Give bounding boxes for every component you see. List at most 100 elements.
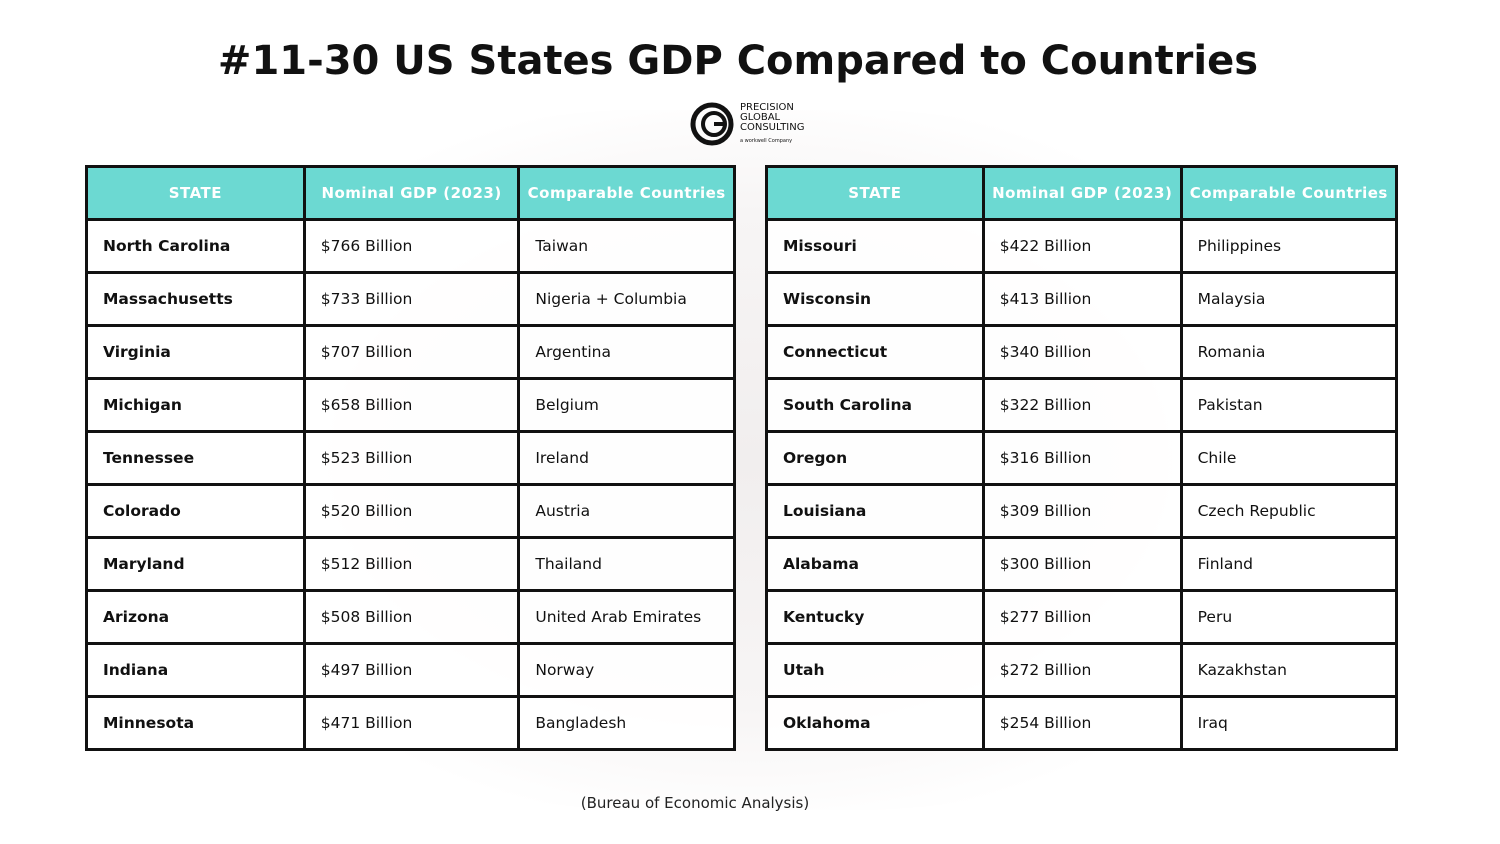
table-row: Tennessee $523 Billion Ireland	[85, 430, 736, 486]
cell: $497 Billion	[302, 642, 521, 698]
table-row: Indiana $497 Billion Norway	[85, 642, 736, 698]
cell: Ireland	[517, 430, 736, 486]
cell: $422 Billion	[981, 218, 1183, 274]
cell: $707 Billion	[302, 324, 521, 380]
cell: $254 Billion	[981, 695, 1183, 751]
cell: $512 Billion	[302, 536, 521, 592]
state-cell: Alabama	[765, 536, 985, 592]
header-cell: Comparable Countries	[517, 165, 736, 221]
state-cell: South Carolina	[765, 377, 985, 433]
cell: Finland	[1179, 536, 1399, 592]
state-cell: Indiana	[85, 642, 306, 698]
cell: Argentina	[517, 324, 736, 380]
table-row: North Carolina $766 Billion Taiwan	[85, 218, 736, 274]
cell: $658 Billion	[302, 377, 521, 433]
table-row: Minnesota $471 Billion Bangladesh	[85, 695, 736, 751]
header-cell: Nominal GDP (2023)	[302, 165, 521, 221]
state-cell: Tennessee	[85, 430, 306, 486]
header-cell: STATE	[85, 165, 306, 221]
header-row: STATE Nominal GDP (2023) Comparable Countr…	[85, 165, 736, 221]
cell: Peru	[1179, 589, 1399, 645]
source: (Bureau of Economic Analysis)	[580, 794, 810, 812]
cell: Kazakhstan	[1179, 642, 1399, 698]
cell: $272 Billion	[981, 642, 1183, 698]
cell: $520 Billion	[302, 483, 521, 539]
table-row: Maryland $512 Billion Thailand	[85, 536, 736, 592]
logo: PRECISION GLOBAL CONSULTING a workwell C…	[690, 102, 804, 146]
table-row: Virginia $707 Billion Argentina	[85, 324, 736, 380]
cell: Bangladesh	[517, 695, 736, 751]
cell: Austria	[517, 483, 736, 539]
cell: $733 Billion	[302, 271, 521, 327]
state-cell: Connecticut	[765, 324, 985, 380]
gdp-table: STATE Nominal GDP (2023) Comparable Countr…	[765, 165, 1399, 751]
logo-tagline: a workwell Company	[740, 137, 793, 144]
logo-text: PRECISION GLOBAL CONSULTING a workwell C…	[740, 101, 805, 146]
state-cell: Virginia	[85, 324, 306, 380]
state-cell: Massachusetts	[85, 271, 306, 327]
cell: $508 Billion	[302, 589, 521, 645]
cell: $309 Billion	[981, 483, 1183, 539]
state-cell: Minnesota	[85, 695, 306, 751]
table-row: Connecticut $340 Billion Romania	[765, 324, 1399, 380]
table-row: Alabama $300 Billion Finland	[765, 536, 1399, 592]
cell: Malaysia	[1179, 271, 1399, 327]
cell: $322 Billion	[981, 377, 1183, 433]
cell: $766 Billion	[302, 218, 521, 274]
state-cell: Michigan	[85, 377, 306, 433]
cell: $316 Billion	[981, 430, 1183, 486]
cell: Nigeria + Columbia	[517, 271, 736, 327]
cell: Chile	[1179, 430, 1399, 486]
state-cell: Maryland	[85, 536, 306, 592]
cell: United Arab Emirates	[517, 589, 736, 645]
table-row: Missouri $422 Billion Philippines	[765, 218, 1399, 274]
header-cell: Nominal GDP (2023)	[981, 165, 1183, 221]
table-row: Michigan $658 Billion Belgium	[85, 377, 736, 433]
state-cell: Utah	[765, 642, 985, 698]
logo-mark	[690, 102, 734, 146]
state-cell: Colorado	[85, 483, 306, 539]
cell: Romania	[1179, 324, 1399, 380]
table-row: Louisiana $309 Billion Czech Republic	[765, 483, 1399, 539]
table-row: Massachusetts $733 Billion Nigeria + Colum…	[85, 271, 736, 327]
cell: Belgium	[517, 377, 736, 433]
state-cell: Kentucky	[765, 589, 985, 645]
table-row: Utah $272 Billion Kazakhstan	[765, 642, 1399, 698]
cell: Norway	[517, 642, 736, 698]
cell: Thailand	[517, 536, 736, 592]
state-cell: Missouri	[765, 218, 985, 274]
header-cell: STATE	[765, 165, 985, 221]
header-cell: Comparable Countries	[1179, 165, 1399, 221]
cell: $471 Billion	[302, 695, 521, 751]
cell: $277 Billion	[981, 589, 1183, 645]
cell: $413 Billion	[981, 271, 1183, 327]
state-cell: North Carolina	[85, 218, 306, 274]
cell: Pakistan	[1179, 377, 1399, 433]
cell: Czech Republic	[1179, 483, 1399, 539]
table-row: Kentucky $277 Billion Peru	[765, 589, 1399, 645]
title: #11-30 US States GDP Compared to Countri…	[217, 38, 1259, 84]
state-cell: Oklahoma	[765, 695, 985, 751]
state-cell: Wisconsin	[765, 271, 985, 327]
table-row: Oregon $316 Billion Chile	[765, 430, 1399, 486]
table-row: Wisconsin $413 Billion Malaysia	[765, 271, 1399, 327]
header-row: STATE Nominal GDP (2023) Comparable Countr…	[765, 165, 1399, 221]
logo-line: PRECISION	[740, 101, 794, 113]
gdp-table: STATE Nominal GDP (2023) Comparable Countr…	[85, 165, 736, 751]
table-row: Arizona $508 Billion United Arab Emirates	[85, 589, 736, 645]
cell: $300 Billion	[981, 536, 1183, 592]
cell: Taiwan	[517, 218, 736, 274]
state-cell: Oregon	[765, 430, 985, 486]
table-row: Oklahoma $254 Billion Iraq	[765, 695, 1399, 751]
cell: $523 Billion	[302, 430, 521, 486]
cell: $340 Billion	[981, 324, 1183, 380]
state-cell: Arizona	[85, 589, 306, 645]
cell: Iraq	[1179, 695, 1399, 751]
logo-line: CONSULTING	[740, 121, 805, 133]
table-row: South Carolina $322 Billion Pakistan	[765, 377, 1399, 433]
logo-line: GLOBAL	[740, 111, 781, 123]
state-cell: Louisiana	[765, 483, 985, 539]
cell: Philippines	[1179, 218, 1399, 274]
table-row: Colorado $520 Billion Austria	[85, 483, 736, 539]
